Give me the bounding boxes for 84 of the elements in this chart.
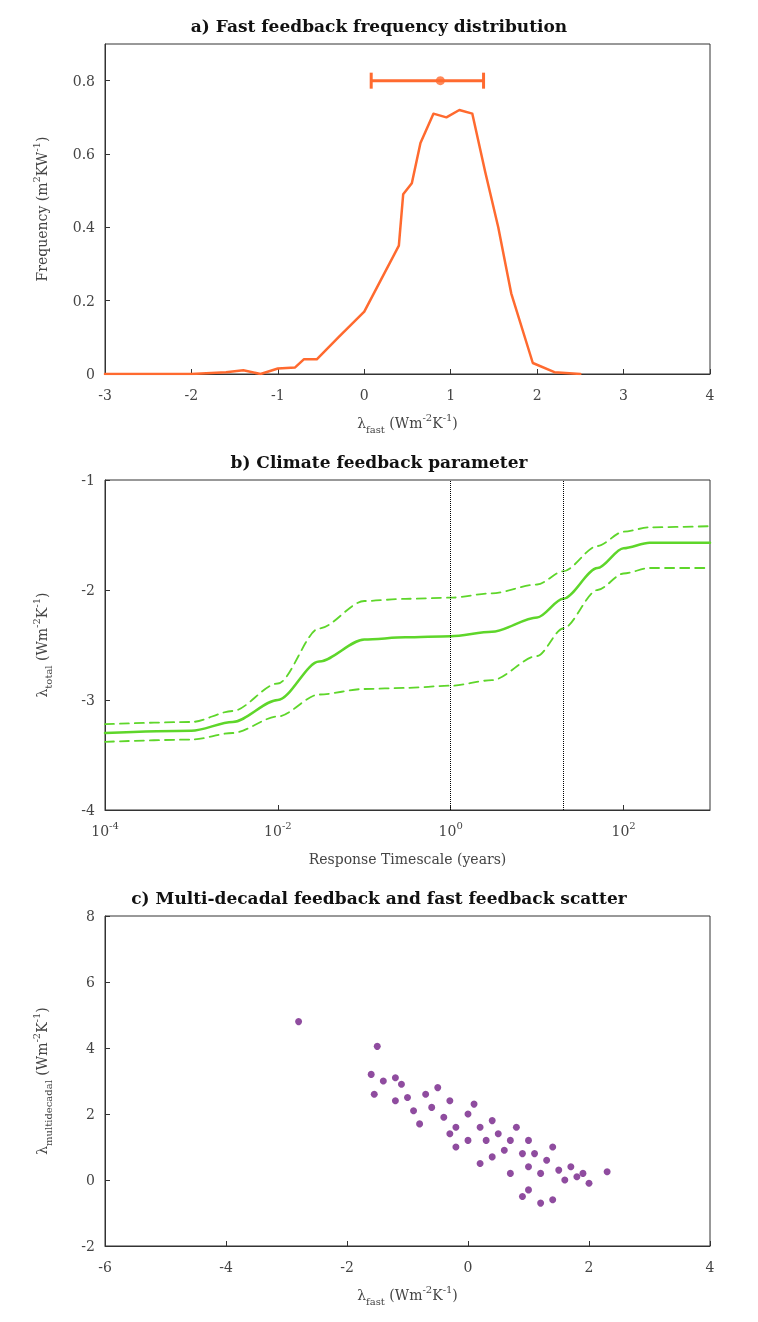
point xyxy=(476,1123,484,1131)
x-tick-label: 4 xyxy=(705,387,715,403)
point xyxy=(476,1160,484,1167)
point xyxy=(416,1120,424,1128)
line-series xyxy=(103,108,582,376)
point xyxy=(379,1077,387,1085)
point xyxy=(452,1123,460,1131)
y-axis-title: Frequency (m2KW-1) xyxy=(30,136,50,282)
point xyxy=(506,1136,514,1144)
y-tick-label: 0.2 xyxy=(72,292,95,309)
point xyxy=(585,1179,593,1187)
point xyxy=(428,1103,436,1111)
x-tick-label: -2 xyxy=(184,387,199,403)
point xyxy=(603,1168,611,1176)
point xyxy=(506,1169,514,1177)
y-tick-label: -4 xyxy=(81,802,96,818)
point xyxy=(397,1080,405,1088)
x-tick-label: 4 xyxy=(705,1259,715,1275)
x-tick-label: -3 xyxy=(98,387,112,403)
point xyxy=(573,1173,581,1181)
chart-title: b) Climate feedback parameter xyxy=(230,451,529,472)
y-tick-label: 4 xyxy=(86,1040,96,1056)
y-tick-label: -2 xyxy=(81,582,95,598)
point xyxy=(367,1070,375,1078)
point xyxy=(488,1117,496,1125)
point xyxy=(488,1153,496,1161)
point xyxy=(567,1163,575,1171)
y-tick-label: -1 xyxy=(81,472,95,488)
x-tick-label: 0 xyxy=(463,1259,473,1275)
point xyxy=(537,1169,545,1177)
point xyxy=(518,1150,526,1158)
y-tick-label: 2 xyxy=(86,1106,95,1122)
x-tick-label: -1 xyxy=(271,387,285,403)
point xyxy=(525,1163,532,1171)
point xyxy=(555,1166,563,1174)
point xyxy=(518,1193,526,1200)
y-axis-title: λmultidecadal (Wm-2K-1) xyxy=(30,1007,54,1155)
point xyxy=(525,1186,532,1194)
point xyxy=(579,1169,587,1177)
y-tick-label: 0.8 xyxy=(72,72,95,89)
point xyxy=(500,1146,508,1154)
chart-title: c) Multi-decadal feedback and fast feedback scatter xyxy=(131,887,628,908)
chart-title: a) Fast feedback frequency distribution xyxy=(190,15,568,36)
x-tick-label: 2 xyxy=(584,1259,594,1275)
point xyxy=(391,1074,399,1082)
y-tick-label: 0 xyxy=(86,1172,95,1188)
x-tick-label: 1 xyxy=(446,387,456,403)
point xyxy=(525,1136,532,1144)
point xyxy=(537,1199,545,1207)
y-tick-label: 0.4 xyxy=(72,219,96,236)
point xyxy=(561,1176,569,1184)
point xyxy=(370,1090,378,1098)
y-tick-label: -2 xyxy=(81,1238,95,1254)
point xyxy=(410,1107,418,1115)
point xyxy=(422,1090,430,1098)
point xyxy=(440,1113,448,1121)
point xyxy=(543,1156,551,1164)
x-tick-label: -2 xyxy=(340,1259,354,1275)
x-tick-label: 0 xyxy=(359,387,369,403)
y-tick-label: 8 xyxy=(86,908,95,924)
x-tick-label: 3 xyxy=(619,387,629,403)
x-tick-label: 2 xyxy=(532,387,542,403)
point xyxy=(549,1143,557,1151)
x-axis-title: Response Timescale (years) xyxy=(308,851,507,867)
y-tick-label: 0 xyxy=(86,366,95,382)
x-tick-label: -4 xyxy=(219,1259,233,1275)
y-tick-label: 0.6 xyxy=(72,146,96,162)
y-axis-title: λtotal (Wm-2K-1) xyxy=(30,592,54,698)
point xyxy=(549,1196,557,1204)
point xyxy=(391,1097,399,1105)
x-tick-label: -6 xyxy=(98,1259,112,1275)
point xyxy=(446,1130,454,1138)
point xyxy=(404,1094,411,1101)
point xyxy=(512,1123,520,1131)
point xyxy=(446,1097,454,1105)
point xyxy=(373,1042,381,1050)
point xyxy=(464,1136,472,1144)
y-tick-label: 6 xyxy=(86,974,96,990)
point xyxy=(494,1130,502,1138)
point xyxy=(482,1136,490,1144)
point xyxy=(531,1150,539,1158)
point xyxy=(295,1018,303,1026)
point xyxy=(434,1084,442,1092)
y-tick-label: -3 xyxy=(81,692,95,708)
